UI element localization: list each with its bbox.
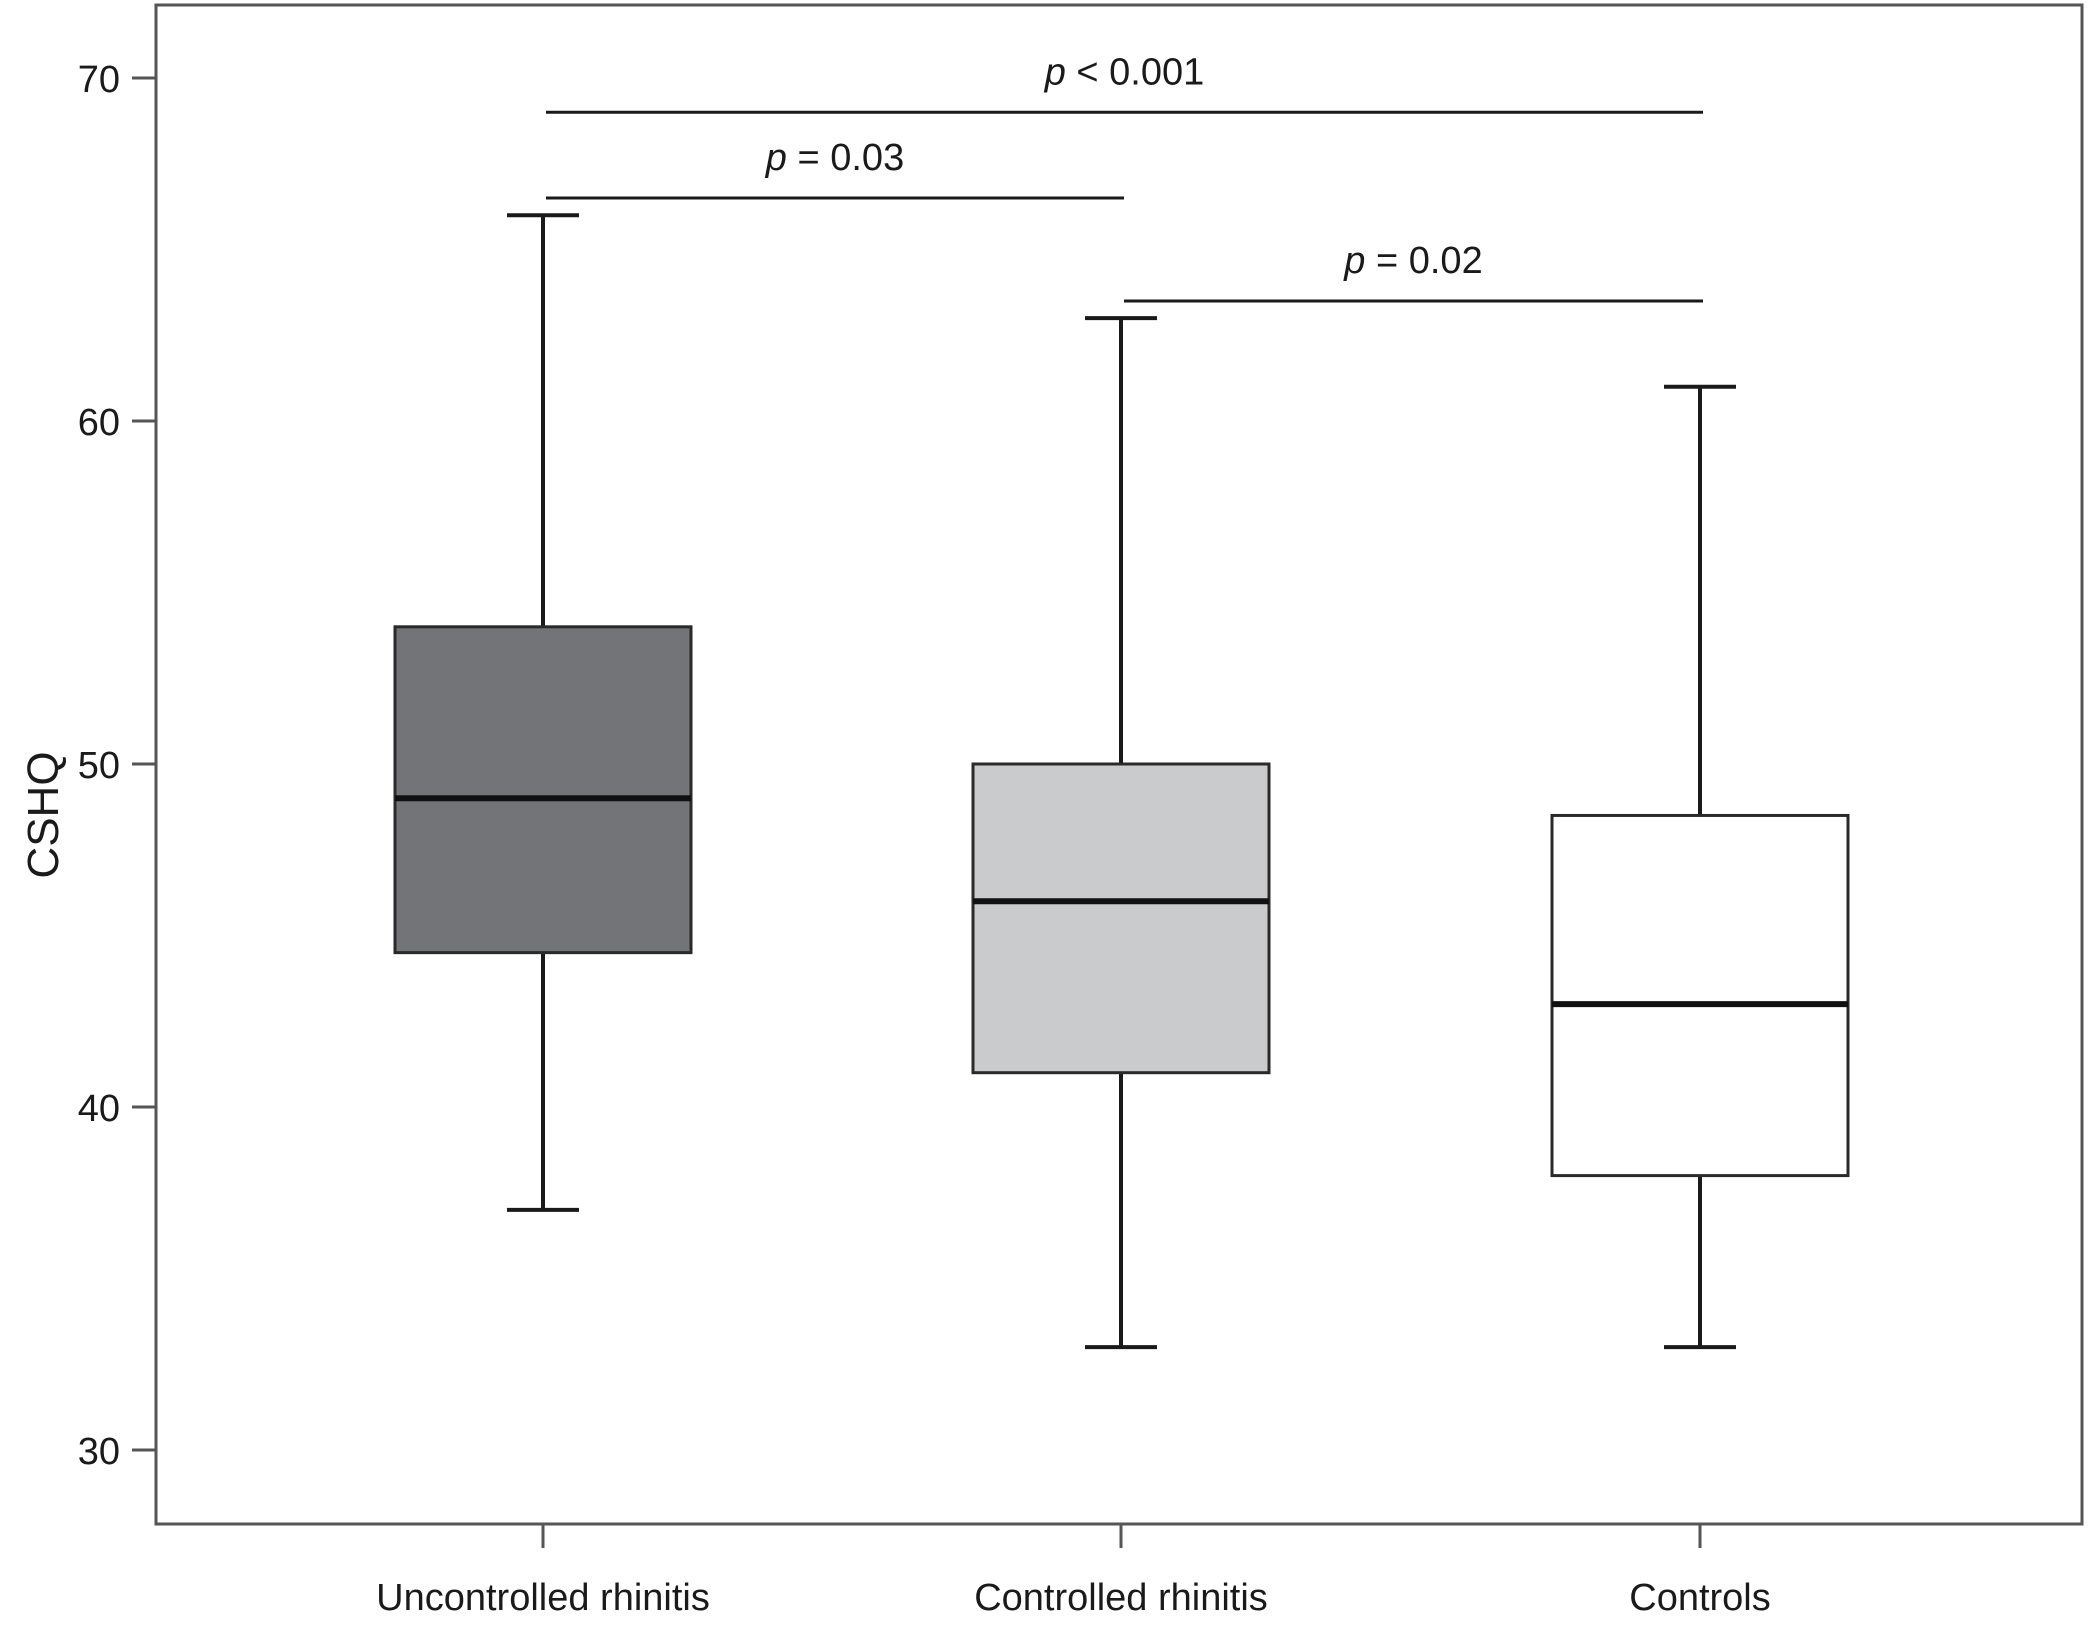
- y-tick-label-30: 30: [78, 1431, 120, 1473]
- x-tick-label-1: Controlled rhinitis: [974, 1577, 1268, 1619]
- p-value: = 0.02: [1365, 240, 1482, 282]
- y-tick-label-40: 40: [78, 1088, 120, 1130]
- y-tick-label-50: 50: [78, 745, 120, 787]
- comparison-1: p = 0.03: [546, 137, 1124, 200]
- y-axis: 30 40 50 60 70: [78, 59, 156, 1473]
- p-value-label: p = 0.02: [1343, 240, 1482, 282]
- box-iqr: [393, 625, 693, 955]
- box-group-1: [971, 316, 1271, 1350]
- x-tick-label-0: Uncontrolled rhinitis: [376, 1577, 710, 1619]
- y-tick-label-70: 70: [78, 59, 120, 101]
- box-iqr: [1550, 813, 1850, 1178]
- y-axis-label: CSHQ: [19, 751, 68, 878]
- p-value: < 0.001: [1066, 51, 1204, 93]
- p-symbol: p: [1343, 240, 1365, 282]
- p-value-label: p < 0.001: [1044, 51, 1205, 93]
- comparison-0: p < 0.001: [546, 51, 1703, 114]
- p-value: = 0.03: [787, 137, 904, 179]
- box-group-2: [1550, 384, 1850, 1350]
- box-iqr: [971, 762, 1271, 1075]
- p-symbol: p: [1044, 51, 1066, 93]
- p-value-label: p = 0.03: [765, 137, 904, 179]
- y-tick-label-60: 60: [78, 402, 120, 444]
- box-group-0: [393, 213, 693, 1212]
- comparison-2: p = 0.02: [1124, 240, 1703, 303]
- x-axis: Uncontrolled rhinitis Controlled rhinitis…: [376, 1524, 1771, 1619]
- boxes: [393, 213, 1850, 1350]
- x-tick-label-2: Controls: [1629, 1577, 1771, 1619]
- p-symbol: p: [765, 137, 787, 179]
